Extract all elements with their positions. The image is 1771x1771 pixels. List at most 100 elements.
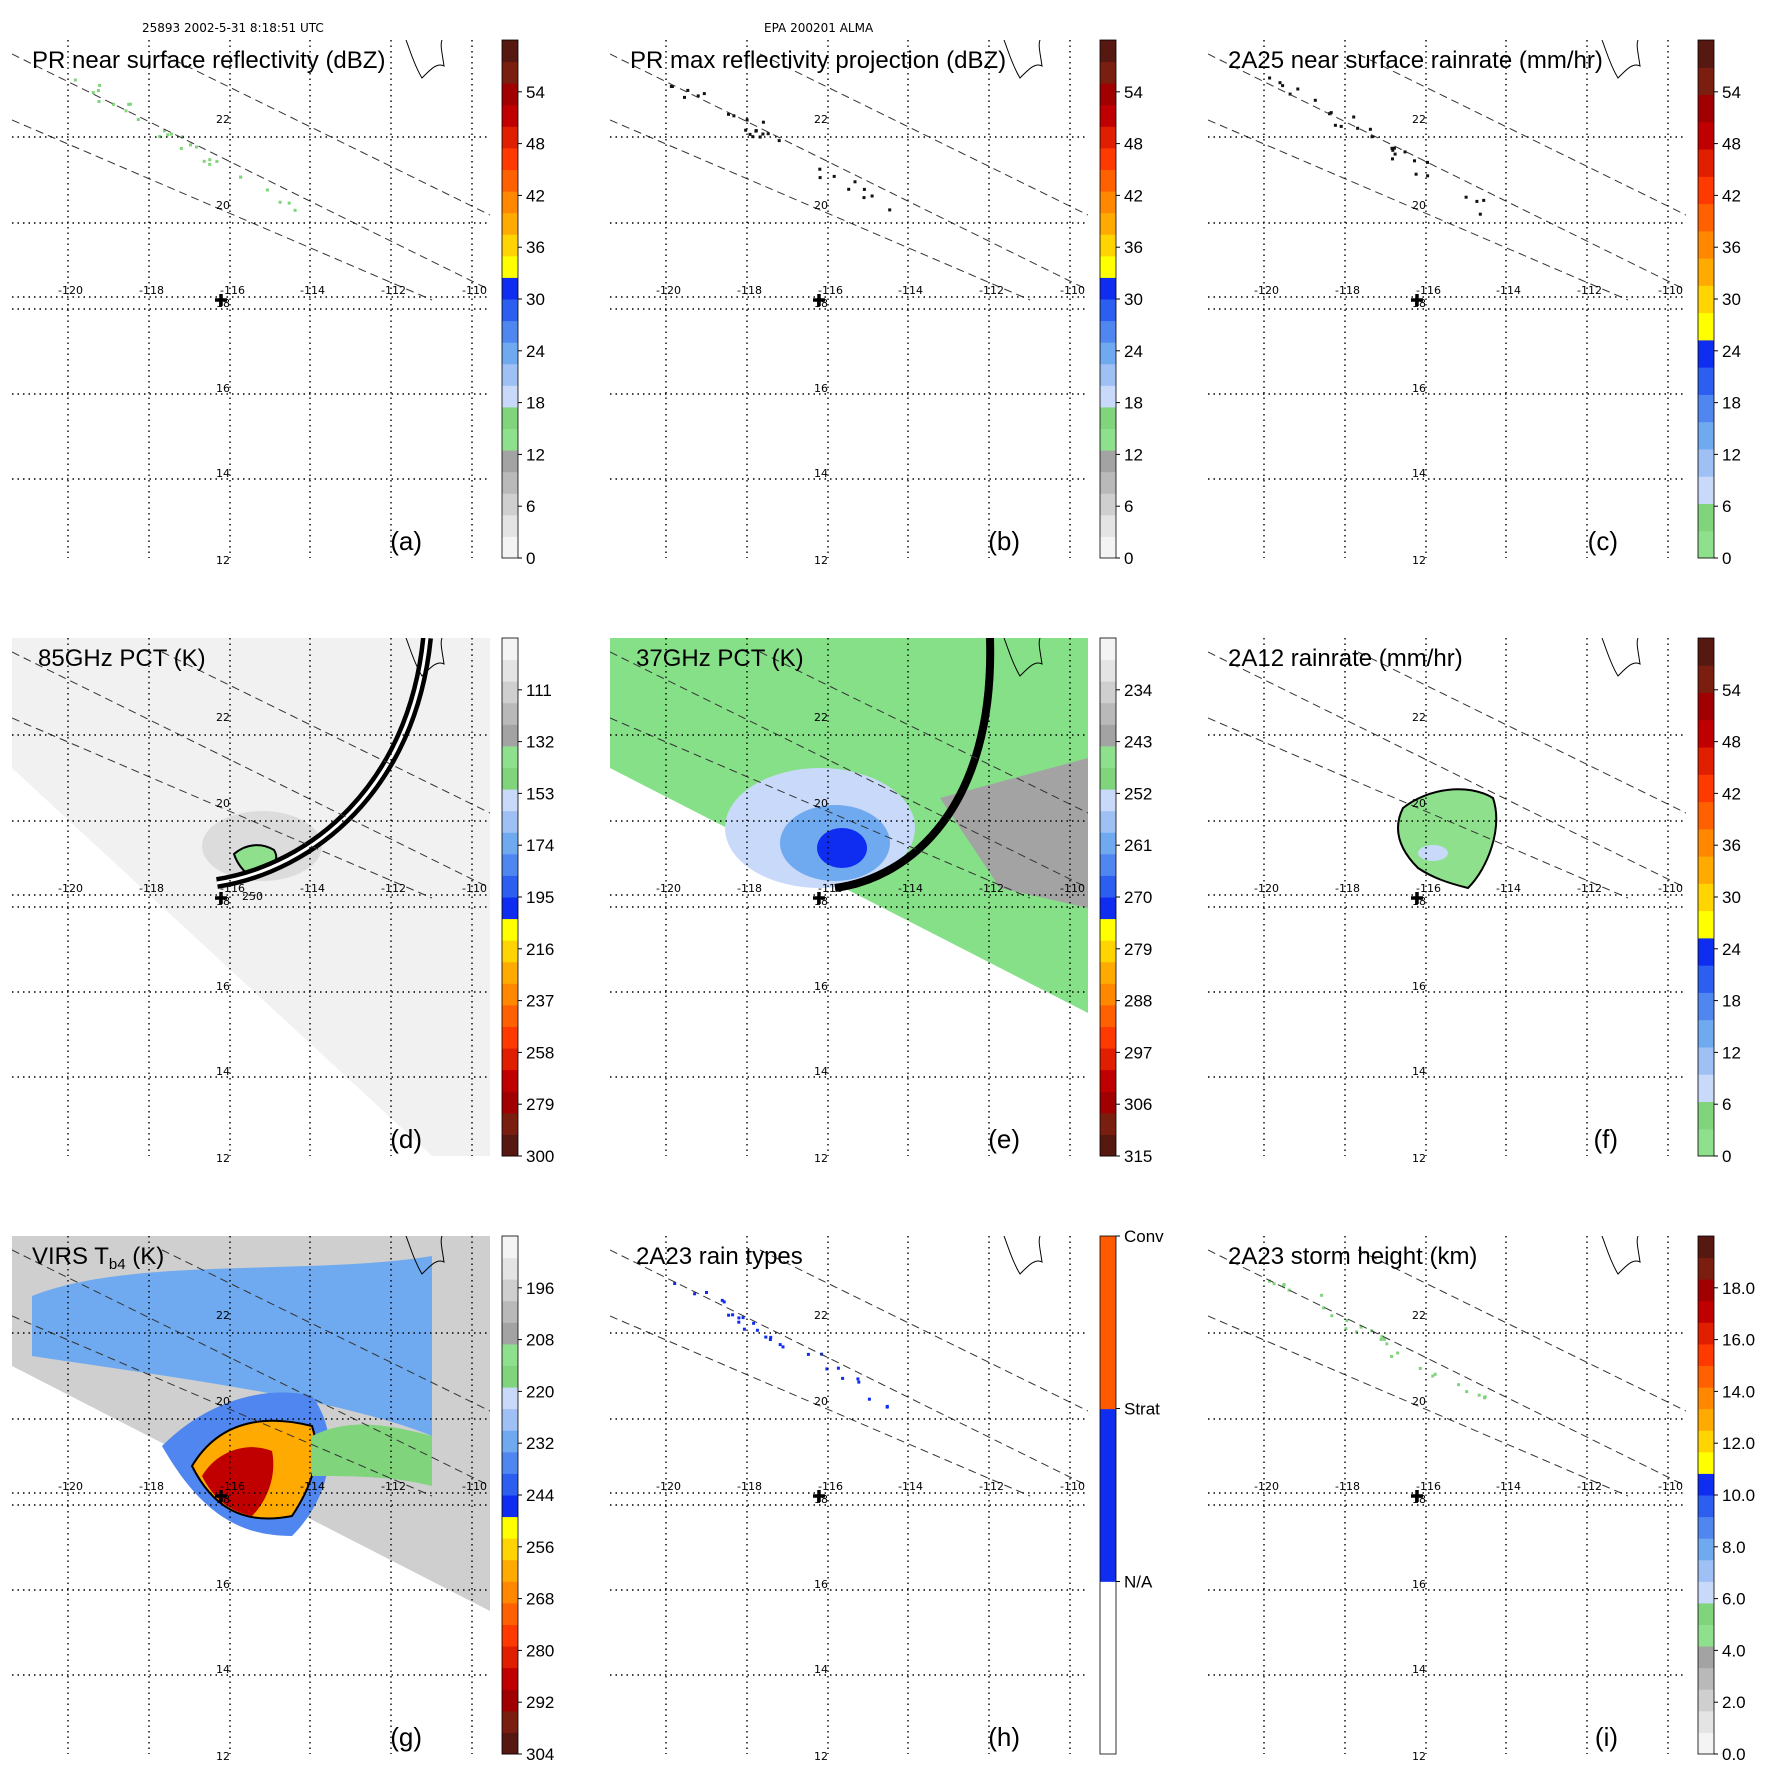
colorbar-swatch — [1698, 67, 1714, 96]
colorbar-swatch — [502, 1451, 518, 1474]
precip-pixel — [1385, 1342, 1389, 1346]
colorbar-tick-label: 258 — [526, 1043, 554, 1062]
panel-letter-i: (i) — [1595, 1722, 1618, 1752]
precip-pixel — [1457, 1383, 1461, 1387]
swath-edge-south — [12, 1315, 433, 1497]
precip-pixel — [1418, 1366, 1422, 1370]
colorbar-swatch — [1698, 476, 1714, 504]
colorbar-swatch — [502, 1581, 518, 1604]
colorbar-tick-label: 232 — [526, 1434, 554, 1453]
lat-label: 22 — [814, 113, 828, 126]
contour-label: 250 — [242, 890, 263, 903]
colorbar-tick-label: 12 — [526, 445, 545, 464]
colorbar-swatch — [1698, 1602, 1714, 1625]
precip-pixel — [888, 208, 892, 212]
colorbar-tick-label: 6 — [1124, 497, 1133, 516]
precip-pixel — [1330, 1314, 1334, 1318]
warm-region — [940, 758, 1088, 908]
colorbar-swatch — [502, 212, 518, 235]
lat-label: 20 — [814, 1395, 828, 1408]
lon-label: -114 — [300, 882, 325, 895]
colorbar-tick-label: 18 — [1722, 992, 1741, 1011]
lon-label: -120 — [1254, 882, 1279, 895]
colorbar-swatch — [1698, 530, 1714, 559]
panel-title-d: 85GHz PCT (K) — [38, 645, 206, 672]
lon-label: -120 — [1254, 284, 1279, 297]
colorbar-swatch — [502, 514, 518, 537]
colorbar-tick-label: 288 — [1124, 992, 1152, 1011]
colorbar-tick-label: 36 — [526, 238, 545, 257]
precip-pixel — [1296, 87, 1300, 91]
colorbar-g: 196 208 220 232 244 256 268 280 292 304 — [501, 1235, 554, 1764]
colorbar-tick-label: 0 — [1722, 549, 1731, 568]
colorbar-h: Conv Strat N/A — [1099, 1227, 1164, 1755]
swath-edge-inner — [1357, 651, 1686, 814]
colorbar-d: 111 132 153 174 195 216 237 258 279 300 — [501, 637, 554, 1166]
panel-i: -120 -118 -116 -114 -112 -1102220181614122A23… — [1208, 1235, 1755, 1764]
precip-pixel — [162, 129, 166, 133]
colorbar-swatch — [1100, 342, 1116, 365]
precip-pixel — [1483, 1396, 1486, 1400]
precip-pixel — [754, 129, 758, 133]
colorbar-tick-label: 12 — [1124, 445, 1143, 464]
lon-label: -112 — [381, 1480, 406, 1493]
lat-label: 16 — [1412, 980, 1426, 993]
colorbar-swatch — [1698, 719, 1714, 748]
panel-letter-g: (g) — [390, 1722, 422, 1752]
lon-label: -116 — [220, 882, 245, 895]
colorbar-tick-label: 268 — [526, 1590, 554, 1609]
lon-label: -118 — [1335, 284, 1360, 297]
colorbar-swatch — [1100, 702, 1116, 725]
lat-label: 14 — [216, 1663, 230, 1676]
colorbar-swatch — [1100, 961, 1116, 984]
colorbar-swatch — [1698, 1516, 1714, 1539]
rain-area — [1397, 788, 1498, 890]
colorbar-swatch — [502, 385, 518, 408]
precip-pixel — [745, 118, 749, 122]
precip-pixel — [1352, 115, 1356, 119]
precip-pixel — [1355, 1330, 1359, 1334]
precip-pixel — [1391, 148, 1395, 152]
lat-label: 14 — [1412, 467, 1426, 480]
precip-pixel — [673, 1282, 677, 1285]
precip-pixel — [1464, 195, 1468, 199]
precip-pixel — [885, 1404, 889, 1408]
colorbar-tick-label: 174 — [526, 836, 554, 855]
colorbar-swatch — [502, 299, 518, 322]
colorbar-swatch — [1698, 937, 1714, 966]
precip-pixel — [670, 85, 674, 88]
colorbar-tick-label: 48 — [1124, 135, 1143, 154]
precip-pixel — [862, 187, 866, 191]
colorbar-swatch — [1698, 448, 1714, 477]
colorbar-swatch — [502, 493, 518, 516]
precip-pixel — [91, 91, 95, 95]
colorbar-swatch — [1100, 853, 1116, 876]
lon-label: -118 — [139, 1480, 164, 1493]
colorbar-swatch — [1698, 801, 1714, 830]
lon-label: -114 — [1496, 1480, 1521, 1493]
colorbar-tick-label: 315 — [1124, 1147, 1152, 1166]
colorbar-tick-label: 279 — [1124, 940, 1152, 959]
colorbar-tick-label: 24 — [1124, 342, 1143, 361]
map-area-e — [610, 638, 1088, 1156]
colorbar-swatch — [502, 1322, 518, 1345]
lon-label: -110 — [1658, 284, 1683, 297]
colorbar-tick-label: 244 — [526, 1486, 554, 1505]
lon-label: -110 — [1060, 1480, 1085, 1493]
colorbar-swatch — [1100, 536, 1116, 559]
lon-label: -112 — [1577, 882, 1602, 895]
colorbar-swatch — [1698, 1019, 1714, 1048]
precip-pixel — [239, 175, 243, 179]
colorbar-swatch — [502, 1516, 518, 1539]
precip-pixel — [751, 135, 755, 139]
lat-label: 14 — [814, 1065, 828, 1078]
panel-e: -120 -118 -116 -114 -112 -11022201816141237GH… — [610, 637, 1152, 1166]
precip-pixel — [1414, 172, 1418, 176]
colorbar-c: 54 48 42 36 30 24 18 12 6 0 — [1697, 39, 1741, 568]
lon-label: -114 — [300, 1480, 325, 1493]
colorbar-swatch — [502, 745, 518, 768]
colorbar-swatch — [1698, 121, 1714, 150]
colorbar-swatch — [502, 897, 518, 920]
colorbar-swatch — [502, 681, 518, 704]
colorbar-swatch — [1100, 255, 1116, 278]
